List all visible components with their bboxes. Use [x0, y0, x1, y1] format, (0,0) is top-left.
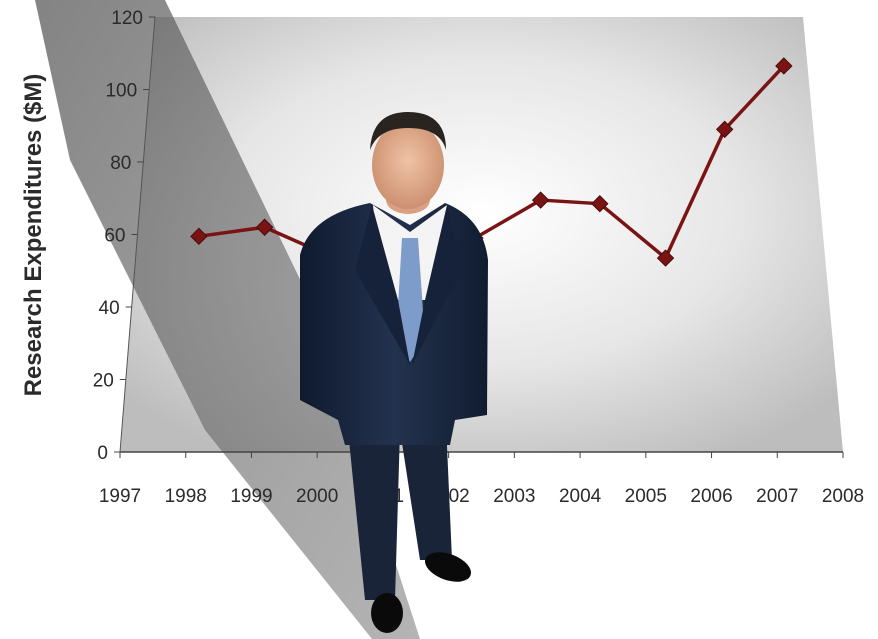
lapel-right: [412, 205, 462, 365]
x-tick-label: 1997: [99, 486, 141, 507]
x-tick-label: 2003: [493, 486, 535, 507]
person-shadow: [35, 0, 420, 639]
y-tick-label: 120: [111, 8, 143, 29]
legs: [345, 400, 452, 600]
data-point: [715, 120, 734, 139]
y-tick-label: 100: [105, 81, 137, 102]
x-tick-label: 2008: [822, 486, 864, 507]
data-point: [190, 227, 208, 246]
y-ticks: 0 20 40 60 80 100 120: [93, 8, 155, 464]
x-tick-label: 2006: [690, 486, 732, 507]
data-point: [591, 194, 609, 213]
series-line: [198, 64, 786, 260]
y-tick-label: 0: [97, 443, 108, 464]
hair: [370, 112, 446, 150]
face: [372, 121, 444, 209]
y-axis-label: Research Expenditures ($M): [20, 74, 47, 397]
x-tick-label: 1998: [165, 486, 207, 507]
y-tick-label: 60: [104, 226, 125, 247]
x-tick-label: 2004: [559, 486, 602, 507]
data-point: [531, 191, 550, 209]
x-tick-label: 2000: [296, 486, 338, 507]
data-point: [775, 57, 793, 75]
shoe-left: [371, 593, 403, 633]
lapel-left: [355, 205, 410, 365]
x-ticks: 1997199819992000200120022003200420052006…: [99, 452, 864, 507]
x-tick-label: 2007: [756, 486, 798, 507]
x-tick-label: 1999: [230, 486, 272, 507]
y-tick-label: 20: [93, 371, 114, 392]
y-tick-label: 80: [110, 153, 131, 174]
data-point: [255, 218, 274, 236]
data-point: [656, 249, 675, 267]
shoe-right: [425, 552, 471, 582]
x-tick-label: 2005: [625, 486, 667, 507]
y-tick-label: 40: [99, 298, 120, 319]
person-photo: [300, 112, 488, 633]
